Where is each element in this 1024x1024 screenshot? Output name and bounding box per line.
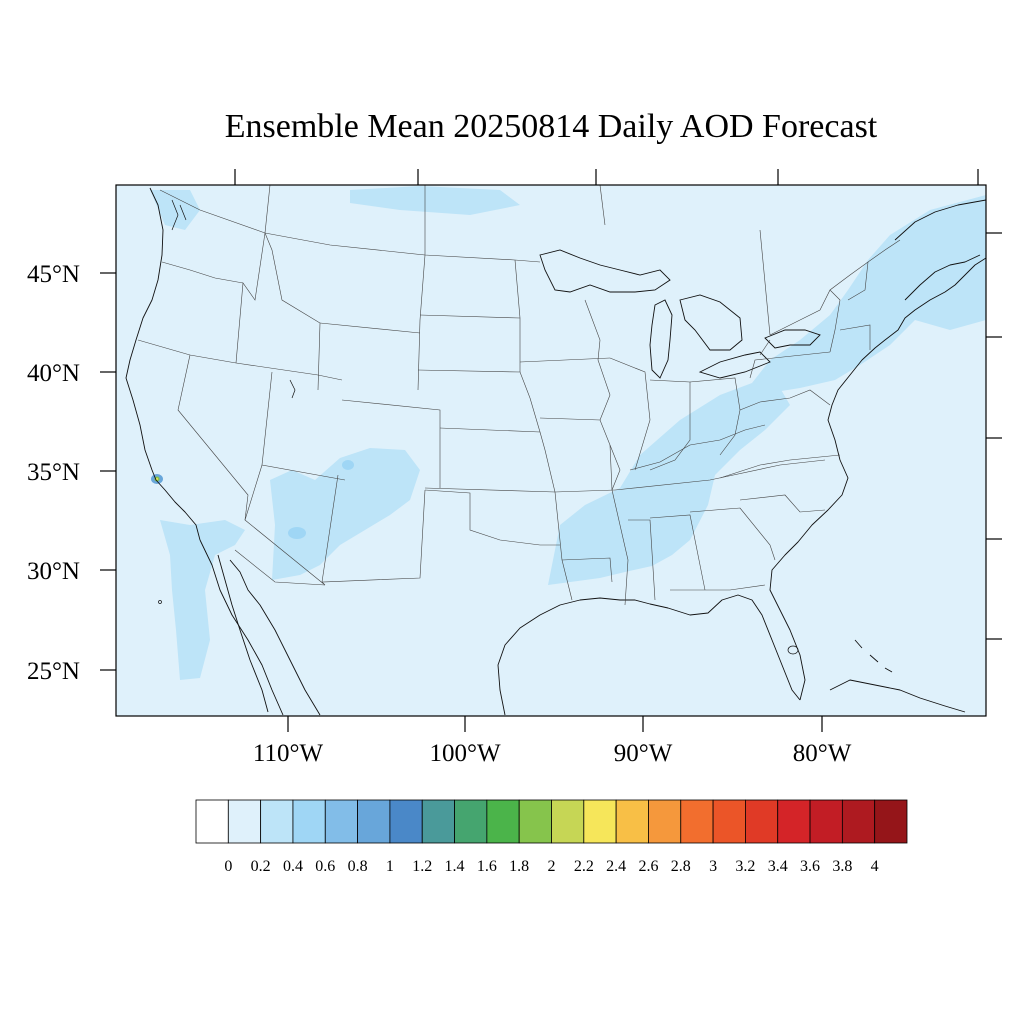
aod-region-southwest xyxy=(270,448,420,580)
colorbar-tick-label: 2.8 xyxy=(671,858,691,875)
latitude-labels: 45°N 40°N 35°N 30°N 25°N xyxy=(27,261,80,685)
colorbar-swatch xyxy=(518,799,552,844)
colorbar-swatch xyxy=(583,799,617,844)
colorbar-swatch xyxy=(324,799,358,844)
colorbar-swatch xyxy=(551,799,585,844)
lat-label-45: 45°N xyxy=(27,261,80,288)
colorbar-swatch xyxy=(292,799,326,844)
colorbar-swatch xyxy=(680,799,714,844)
lat-label-35: 35°N xyxy=(27,459,80,486)
colorbar-tick-label: 3.2 xyxy=(735,858,755,875)
colorbar-tick-label: 3 xyxy=(709,858,717,875)
colorbar-swatch xyxy=(195,799,229,844)
lat-label-30: 30°N xyxy=(27,558,80,585)
colorbar-tick-label: 3.6 xyxy=(800,858,820,875)
aod-elevated-regions xyxy=(150,186,986,680)
lon-label-110: 110°W xyxy=(253,740,324,767)
colorbar-tick-label: 1.2 xyxy=(412,858,432,875)
lon-label-90: 90°W xyxy=(614,740,673,767)
colorbar-swatch xyxy=(712,799,746,844)
colorbar-tick-label: 1.4 xyxy=(445,858,465,875)
aod-region-canada-north xyxy=(350,186,520,215)
colorbar-tick-label: 0 xyxy=(224,858,232,875)
colorbar-swatch xyxy=(486,799,520,844)
colorbar-tick-label: 0.8 xyxy=(348,858,368,875)
colorbar-tick-label: 1.6 xyxy=(477,858,497,875)
colorbar-swatch xyxy=(648,799,682,844)
colorbar-tick-label: 2.4 xyxy=(606,858,626,875)
colorbar-swatch xyxy=(357,799,391,844)
colorbar-swatch xyxy=(615,799,649,844)
colorbar-swatch xyxy=(227,799,262,844)
colorbar-tick-label: 2 xyxy=(548,858,556,875)
lon-label-100: 100°W xyxy=(429,740,500,767)
colorbar-tick-label: 0.6 xyxy=(315,858,335,875)
colorbar xyxy=(195,799,908,844)
colorbar-swatch xyxy=(841,799,876,844)
great-lakes xyxy=(539,249,821,379)
colorbar-labels: 0 0.2 0.4 0.6 0.8 1 1.2 1.4 1.6 1.8 2 2.2 2.4 2.6 2.8 3… xyxy=(224,858,878,875)
aod-region-ohio-valley xyxy=(548,383,790,585)
longitude-labels: 110°W 100°W 90°W 80°W xyxy=(253,740,852,767)
colorbar-swatch xyxy=(260,799,294,844)
colorbar-tick-label: 3.8 xyxy=(832,858,852,875)
tick-marks xyxy=(100,169,1002,732)
colorbar-swatch xyxy=(454,799,488,844)
colorbar-tick-label: 2.6 xyxy=(638,858,658,875)
colorbar-swatch xyxy=(421,799,455,844)
colorbar-tick-label: 1 xyxy=(386,858,394,875)
colorbar-swatch xyxy=(777,799,811,844)
chart-title: Ensemble Mean 20250814 Daily AOD Forecas… xyxy=(224,108,878,145)
colorbar-tick-label: 3.4 xyxy=(768,858,788,875)
islands xyxy=(158,199,799,655)
colorbar-swatch xyxy=(389,799,423,844)
aod-region-california-coast xyxy=(160,520,245,680)
lon-label-80: 80°W xyxy=(793,740,852,767)
colorbar-tick-label: 2.2 xyxy=(574,858,594,875)
lat-label-25: 25°N xyxy=(27,658,80,685)
state-borders xyxy=(137,185,901,606)
coastlines xyxy=(125,187,986,716)
colorbar-swatch xyxy=(874,799,908,844)
colorbar-swatch xyxy=(809,799,843,844)
aod-pocket-new-mexico xyxy=(342,460,354,470)
aod-region-pacific-nw xyxy=(150,190,200,230)
colorbar-tick-label: 0.2 xyxy=(251,858,271,875)
aod-pocket-arizona xyxy=(288,527,306,539)
colorbar-tick-label: 4 xyxy=(871,858,879,875)
colorbar-tick-label: 0.4 xyxy=(283,858,303,875)
aod-moderate-pockets xyxy=(151,460,354,539)
lat-label-40: 40°N xyxy=(27,360,80,387)
colorbar-swatch xyxy=(745,799,779,844)
map-background xyxy=(116,185,986,716)
map-frame xyxy=(115,184,987,717)
colorbar-tick-label: 1.8 xyxy=(509,858,529,875)
aod-region-northeast xyxy=(752,195,986,392)
